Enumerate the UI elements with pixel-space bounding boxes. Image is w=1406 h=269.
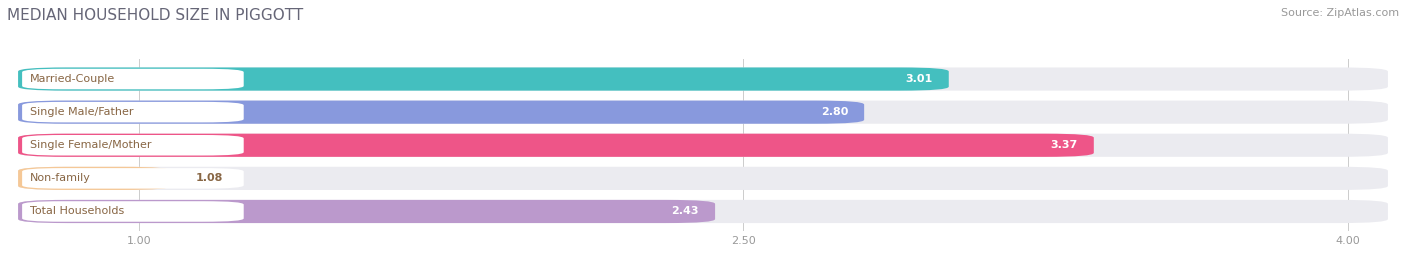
Text: 1.08: 1.08 — [195, 173, 222, 183]
Text: Single Female/Mother: Single Female/Mother — [30, 140, 152, 150]
Text: 2.80: 2.80 — [821, 107, 848, 117]
Text: Total Households: Total Households — [30, 207, 124, 217]
FancyBboxPatch shape — [18, 134, 1388, 157]
FancyBboxPatch shape — [18, 101, 865, 124]
Text: 3.37: 3.37 — [1050, 140, 1077, 150]
Text: MEDIAN HOUSEHOLD SIZE IN PIGGOTT: MEDIAN HOUSEHOLD SIZE IN PIGGOTT — [7, 8, 304, 23]
FancyBboxPatch shape — [18, 200, 716, 223]
FancyBboxPatch shape — [18, 134, 1094, 157]
FancyBboxPatch shape — [18, 200, 1388, 223]
Text: Non-family: Non-family — [30, 173, 91, 183]
FancyBboxPatch shape — [18, 167, 172, 190]
FancyBboxPatch shape — [22, 102, 243, 122]
FancyBboxPatch shape — [18, 101, 1388, 124]
Text: 3.01: 3.01 — [905, 74, 932, 84]
Text: Source: ZipAtlas.com: Source: ZipAtlas.com — [1281, 8, 1399, 18]
FancyBboxPatch shape — [22, 135, 243, 155]
FancyBboxPatch shape — [22, 201, 243, 222]
FancyBboxPatch shape — [22, 69, 243, 89]
FancyBboxPatch shape — [18, 68, 949, 91]
FancyBboxPatch shape — [18, 167, 1388, 190]
Text: Single Male/Father: Single Male/Father — [30, 107, 134, 117]
Text: 2.43: 2.43 — [672, 207, 699, 217]
FancyBboxPatch shape — [18, 68, 1388, 91]
FancyBboxPatch shape — [22, 168, 243, 189]
Text: Married-Couple: Married-Couple — [30, 74, 115, 84]
